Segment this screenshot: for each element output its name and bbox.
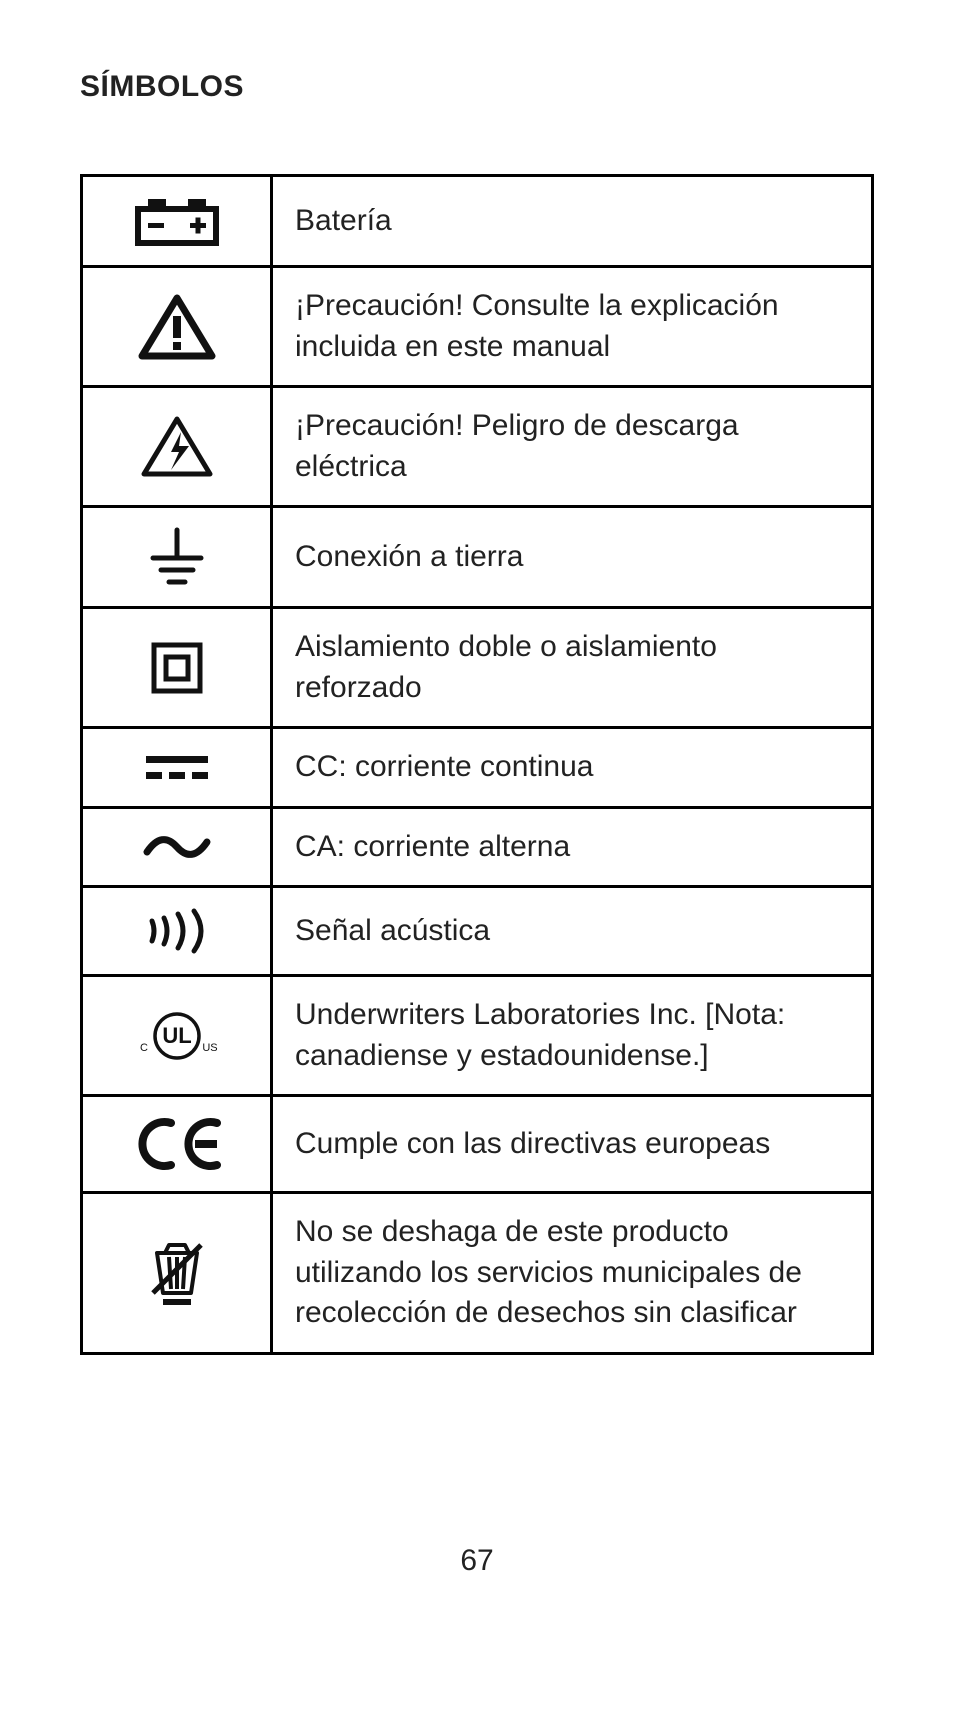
caution-icon: [82, 267, 272, 387]
svg-text:US: US: [202, 1042, 217, 1054]
table-row: Batería: [82, 176, 873, 267]
ce-mark-icon: [82, 1096, 272, 1193]
ground-icon: [82, 507, 272, 608]
table-row: Cumple con las directivas europeas: [82, 1096, 873, 1193]
table-row: CA: corriente alterna: [82, 807, 873, 887]
symbol-description: ¡Precaución! Consulte la explicación inc…: [272, 267, 873, 387]
symbols-table: Batería ¡Precaución! Consulte la explica…: [80, 174, 874, 1355]
symbol-description: ¡Precaución! Peligro de descarga eléctri…: [272, 387, 873, 507]
shock-icon: [82, 387, 272, 507]
beeper-icon: [82, 887, 272, 976]
table-row: Conexión a tierra: [82, 507, 873, 608]
symbol-description: Aislamiento doble o aislamiento reforzad…: [272, 608, 873, 728]
table-row: CC: corriente continua: [82, 728, 873, 808]
page-title: SÍMBOLOS: [80, 70, 874, 104]
svg-text:UL: UL: [162, 1023, 191, 1048]
table-row: UL C US Underwriters Laboratories Inc. […: [82, 976, 873, 1096]
symbol-description: No se deshaga de este producto utilizand…: [272, 1193, 873, 1354]
table-row: ¡Precaución! Consulte la explicación inc…: [82, 267, 873, 387]
table-row: No se deshaga de este producto utilizand…: [82, 1193, 873, 1354]
symbol-description: Señal acústica: [272, 887, 873, 976]
symbol-description: Conexión a tierra: [272, 507, 873, 608]
battery-icon: [82, 176, 272, 267]
symbol-description: Batería: [272, 176, 873, 267]
double-insulation-icon: [82, 608, 272, 728]
svg-text:C: C: [140, 1042, 148, 1054]
table-row: ¡Precaución! Peligro de descarga eléctri…: [82, 387, 873, 507]
ac-icon: [82, 807, 272, 887]
symbol-description: CA: corriente alterna: [272, 807, 873, 887]
manual-page: SÍMBOLOS Batería: [0, 0, 954, 1718]
table-row: Señal acústica: [82, 887, 873, 976]
table-row: Aislamiento doble o aislamiento reforzad…: [82, 608, 873, 728]
symbol-description: Underwriters Laboratories Inc. [Nota: ca…: [272, 976, 873, 1096]
page-number: 67: [0, 1544, 954, 1578]
symbol-description: CC: corriente continua: [272, 728, 873, 808]
ul-listed-icon: UL C US: [82, 976, 272, 1096]
dc-icon: [82, 728, 272, 808]
weee-bin-icon: [82, 1193, 272, 1354]
symbol-description: Cumple con las directivas europeas: [272, 1096, 873, 1193]
